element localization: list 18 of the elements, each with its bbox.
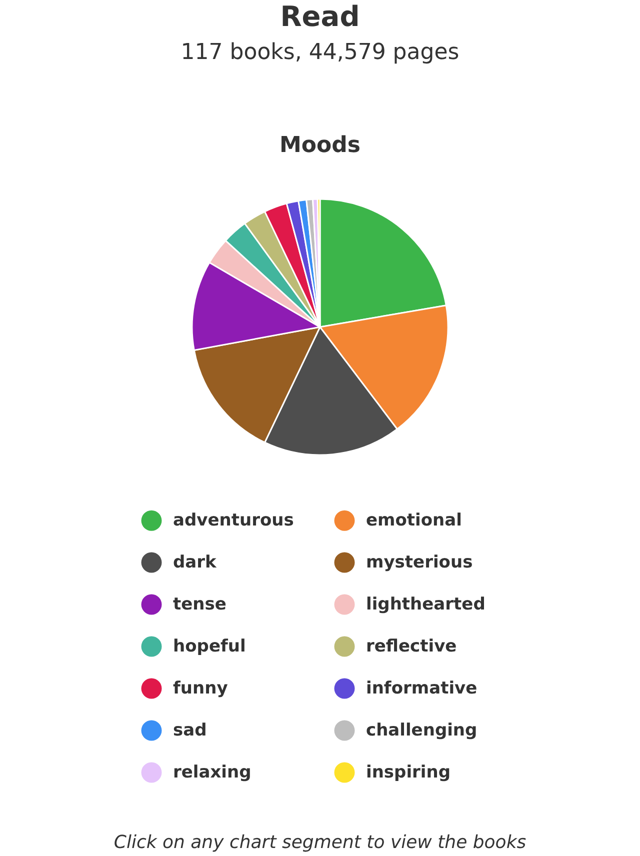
text: Read <box>280 0 360 33</box>
legend-label: challenging <box>366 720 478 740</box>
legend-label: informative <box>366 678 478 698</box>
legend-label: emotional <box>366 510 462 531</box>
text: Click on any chart segment to view the books <box>114 832 526 853</box>
legend-label: reflective <box>366 636 457 656</box>
legend-label: tense <box>173 594 226 614</box>
legend-label: inspiring <box>366 762 451 782</box>
legend-label: sad <box>173 720 207 740</box>
legend-label: hopeful <box>173 636 246 656</box>
legend-label: lighthearted <box>366 594 486 614</box>
legend-label: relaxing <box>173 762 252 782</box>
text: 117 books, 44,579 pages <box>180 40 460 65</box>
legend-label: funny <box>173 678 228 698</box>
legend-label: dark <box>173 552 218 572</box>
chart-title: Moods <box>280 133 360 158</box>
legend-label: adventurous <box>173 510 294 531</box>
legend-label: mysterious <box>366 552 473 572</box>
